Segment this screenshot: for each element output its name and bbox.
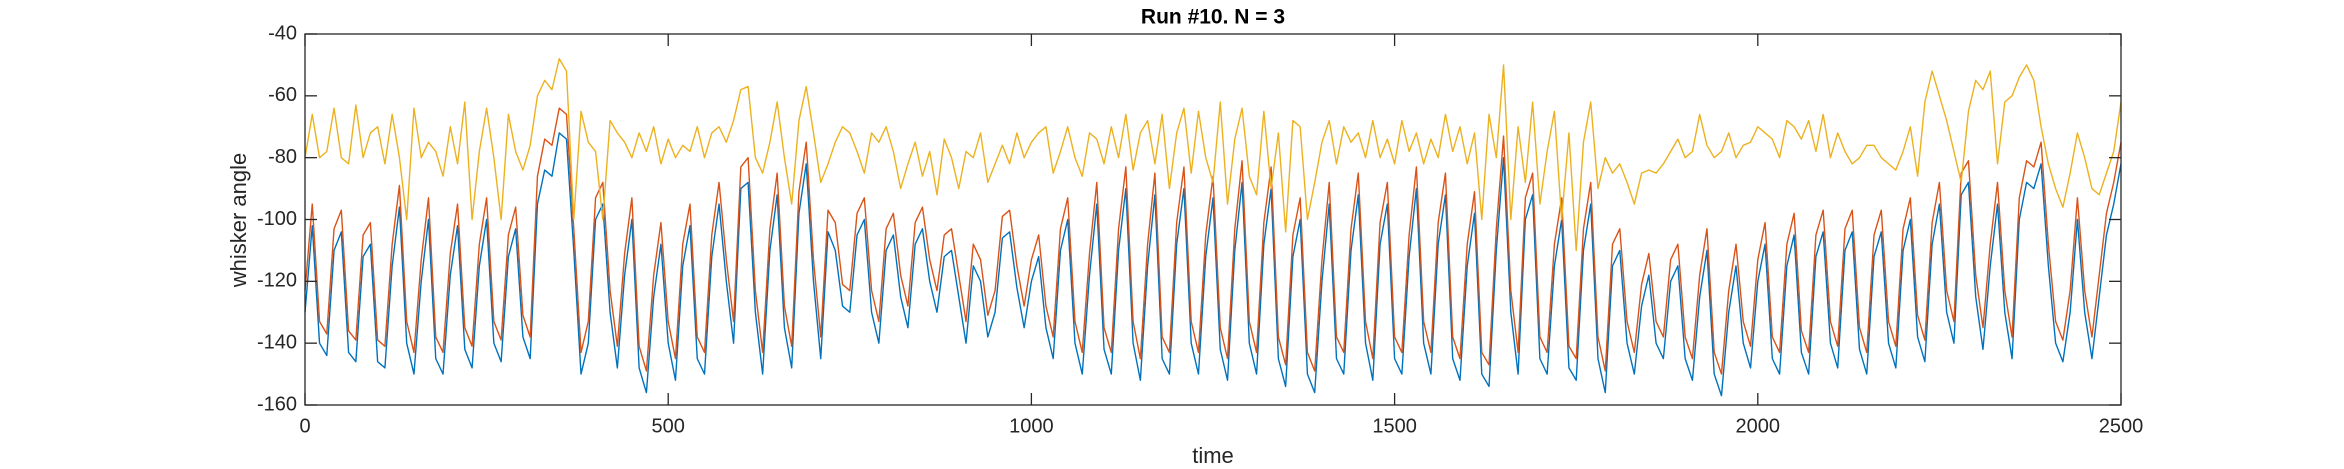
x-axis-label: time bbox=[1192, 443, 1234, 468]
x-tick-label: 500 bbox=[652, 415, 685, 437]
series-line bbox=[304, 132, 2122, 397]
chart-title: Run #10. N = 3 bbox=[1141, 6, 1285, 29]
series-line bbox=[304, 58, 2122, 252]
x-tick-label: 1500 bbox=[1372, 415, 1417, 437]
y-axis-label: whisker angle bbox=[226, 153, 251, 289]
x-tick-label: 1000 bbox=[1009, 415, 1054, 437]
y-tick-label: -60 bbox=[268, 84, 297, 106]
y-tick-label: -160 bbox=[257, 393, 297, 415]
y-tick-label: -100 bbox=[257, 208, 297, 230]
x-tick-label: 2000 bbox=[1736, 415, 1781, 437]
y-tick-label: -40 bbox=[268, 22, 297, 44]
y-tick-label: -140 bbox=[257, 331, 297, 353]
plot-area bbox=[305, 34, 2121, 405]
plot-content bbox=[304, 58, 2122, 397]
x-tick-label: 0 bbox=[299, 415, 310, 437]
x-tick-label: 2500 bbox=[2099, 415, 2144, 437]
y-tick-label: -120 bbox=[257, 270, 297, 292]
y-tick-label: -80 bbox=[268, 146, 297, 168]
